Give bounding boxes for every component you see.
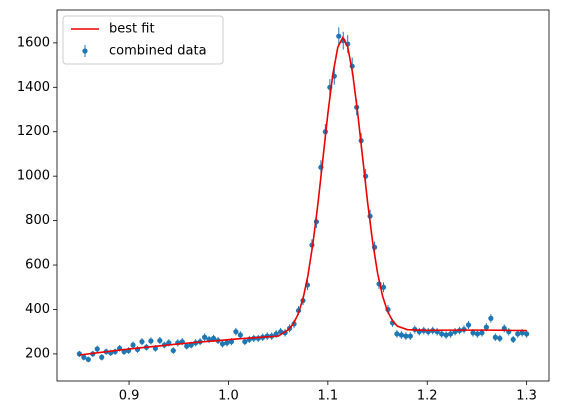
- data-point: [130, 342, 136, 348]
- y-tick-label: 200: [25, 346, 50, 361]
- data-point: [510, 336, 516, 343]
- x-tick-label: 1.3: [516, 389, 537, 404]
- y-tick-label: 1200: [17, 124, 50, 139]
- data-point: [483, 324, 489, 330]
- data-point: [76, 351, 82, 357]
- data-point: [492, 334, 498, 340]
- data-point: [157, 337, 163, 344]
- data-point: [403, 333, 409, 339]
- fit-line: [79, 35, 527, 356]
- data-point: [479, 330, 485, 336]
- data-point: [228, 339, 235, 345]
- data-point: [210, 335, 217, 341]
- data-point: [242, 339, 248, 345]
- data-point: [184, 343, 190, 349]
- data-point: [139, 339, 145, 345]
- legend-label: combined data: [109, 44, 207, 59]
- legend-label: best fit: [109, 22, 155, 37]
- data-point: [233, 329, 239, 335]
- data-point: [398, 332, 404, 338]
- data-point: [81, 354, 87, 360]
- x-tick-label: 0.9: [119, 389, 140, 404]
- data-point: [202, 334, 208, 340]
- legend-marker: [82, 48, 88, 54]
- data-point: [394, 331, 400, 337]
- data-point: [148, 338, 154, 344]
- legend-box: [62, 15, 224, 65]
- data-point: [224, 340, 230, 346]
- data-point: [94, 346, 100, 352]
- y-tick-label: 1400: [17, 80, 50, 95]
- data-point: [99, 354, 105, 360]
- x-tick-label: 1.2: [417, 389, 438, 404]
- legend: best fit combined data: [62, 15, 224, 65]
- x-tick-label: 1.1: [318, 389, 339, 404]
- data-point: [524, 331, 530, 337]
- x-tick-label: 1.0: [218, 389, 239, 404]
- data-point: [443, 332, 449, 338]
- data-point: [515, 331, 521, 337]
- data-point: [336, 33, 342, 39]
- data-point: [474, 331, 481, 337]
- data-point: [188, 342, 194, 348]
- data-point: [497, 335, 503, 341]
- data-point: [380, 284, 387, 290]
- data-point: [219, 341, 226, 347]
- y-tick-label: 600: [25, 258, 50, 273]
- data-point: [439, 331, 445, 337]
- data-point: [273, 331, 279, 337]
- axes-frame: [56, 9, 550, 382]
- data-point: [170, 347, 176, 354]
- data-point: [488, 315, 494, 321]
- data-point: [448, 331, 454, 337]
- y-tick-label: 1000: [17, 169, 50, 184]
- data-point: [519, 330, 525, 336]
- data-point: [85, 356, 91, 363]
- y-tick-label: 800: [25, 213, 50, 228]
- data-point: [407, 333, 413, 339]
- y-tick-label: 400: [25, 302, 50, 317]
- data-point: [237, 332, 243, 338]
- data-point: [465, 322, 472, 328]
- y-tick-label: 1600: [17, 35, 50, 50]
- data-point: [470, 330, 476, 336]
